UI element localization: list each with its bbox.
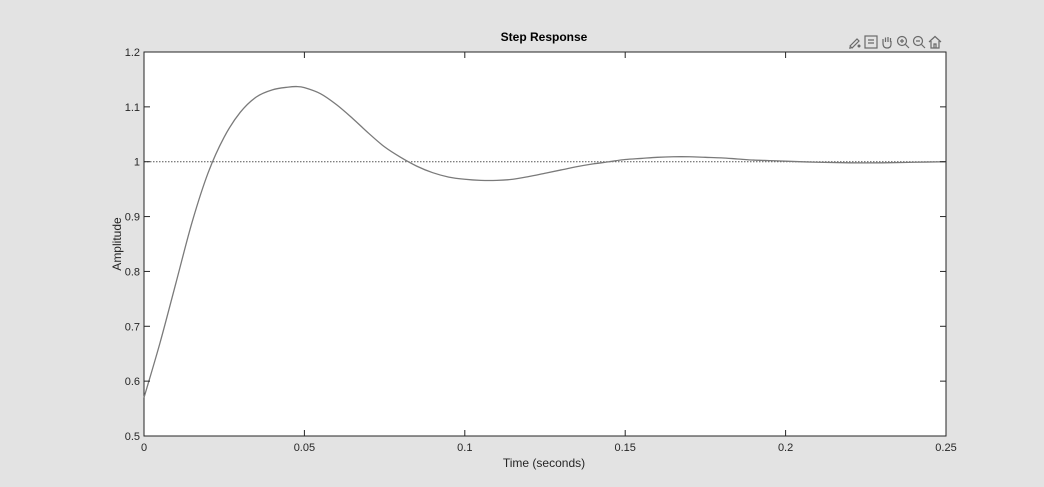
x-tick-label: 0.1 [457,442,472,454]
pan-icon[interactable] [882,37,892,49]
x-tick-label: 0.25 [935,442,956,454]
y-tick-label: 1 [134,157,140,169]
y-tick-label: 0.6 [125,376,140,388]
y-tick-label: 1.2 [125,47,140,59]
x-tick-label: 0.05 [294,442,315,454]
step-response-line [143,85,947,398]
y-axis-title: Amplitude [110,217,124,271]
x-tick-label: 0 [141,442,147,454]
y-tick-label: 1.1 [125,102,140,114]
datatip-icon[interactable] [864,35,878,49]
series-layer [143,85,947,398]
chart-title: Step Response [501,30,588,44]
home-icon[interactable] [928,35,942,49]
x-axis-title: Time (seconds) [503,456,585,470]
x-tick-label: 0.2 [778,442,793,454]
axes-toolbar [849,35,942,49]
y-tick-label: 0.7 [125,321,140,333]
brush-icon[interactable] [849,38,861,49]
x-tick-label: 0.15 [614,442,635,454]
plot-area [143,51,947,437]
y-tick-label: 0.9 [125,212,140,224]
zoom-out-icon[interactable] [912,35,926,49]
ticks-layer: 0 0.05 0.1 0.15 0.2 0.25 0.5 0.6 0.7 0.8 0.9 1 1.1 1.… [125,47,957,454]
zoom-in-icon[interactable] [896,35,910,49]
y-tick-label: 0.5 [125,431,140,443]
y-tick-label: 0.8 [125,266,140,278]
